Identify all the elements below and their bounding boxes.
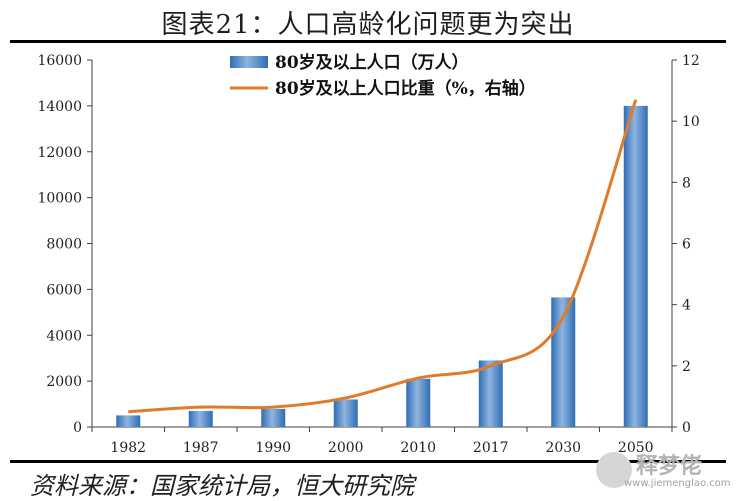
x-tick-label: 1990 bbox=[255, 440, 291, 456]
bar bbox=[406, 378, 431, 427]
watermark-text: 释梦佬 bbox=[636, 453, 703, 479]
y2-tick-label: 4 bbox=[682, 298, 691, 314]
bottom-rule bbox=[10, 460, 726, 463]
y2-tick-label: 12 bbox=[682, 53, 700, 69]
top-rule bbox=[10, 40, 726, 43]
source-note: 资料来源：国家统计局，恒大研究院 bbox=[30, 472, 414, 500]
legend-bar-swatch bbox=[230, 56, 268, 68]
x-tick-label: 1982 bbox=[110, 440, 146, 456]
bar bbox=[188, 410, 213, 427]
y-tick-label: 14000 bbox=[37, 99, 82, 115]
bar bbox=[333, 399, 358, 427]
x-tick-label: 2010 bbox=[400, 440, 436, 456]
watermark-url: www.jiemenglao.com bbox=[624, 478, 731, 489]
watermark: 释梦佬 www.jiemenglao.com bbox=[596, 448, 730, 494]
y-tick-label: 0 bbox=[73, 420, 82, 436]
y-tick-label: 8000 bbox=[46, 237, 82, 253]
share-line bbox=[128, 99, 638, 414]
chart: 0 2000 4000 6000 8000 10000 12000 14000 16000 0 2 4… bbox=[37, 52, 700, 456]
bar bbox=[478, 360, 503, 427]
legend-bar-label: 80岁及以上人口（万人） bbox=[275, 52, 469, 73]
x-tick-label: 2030 bbox=[545, 440, 581, 456]
y-tick-label: 2000 bbox=[46, 374, 82, 390]
y-tick-label: 6000 bbox=[46, 282, 82, 298]
legend-line-label: 80岁及以上人口比重（%，右轴） bbox=[275, 78, 536, 99]
bar bbox=[261, 408, 286, 427]
x-tick-label: 2000 bbox=[328, 440, 364, 456]
x-tick-label: 2050 bbox=[618, 440, 654, 456]
y2-tick-label: 0 bbox=[682, 420, 691, 436]
y2-tick-label: 8 bbox=[682, 175, 691, 191]
chart-title: 图表21：人口高龄化问题更为突出 bbox=[161, 10, 575, 40]
y-tick-label: 4000 bbox=[46, 328, 82, 344]
y-tick-label: 16000 bbox=[37, 53, 82, 69]
bar bbox=[623, 105, 648, 427]
x-tick-label: 1987 bbox=[183, 440, 219, 456]
y-tick-label: 12000 bbox=[37, 145, 82, 161]
y2-tick-label: 10 bbox=[682, 114, 700, 130]
y2-tick-label: 6 bbox=[682, 237, 691, 253]
y2-tick-label: 2 bbox=[682, 359, 691, 375]
watermark-logo-icon bbox=[596, 452, 632, 488]
bar bbox=[116, 415, 141, 427]
x-tick-label: 2017 bbox=[473, 440, 509, 456]
y-tick-label: 10000 bbox=[37, 191, 82, 207]
